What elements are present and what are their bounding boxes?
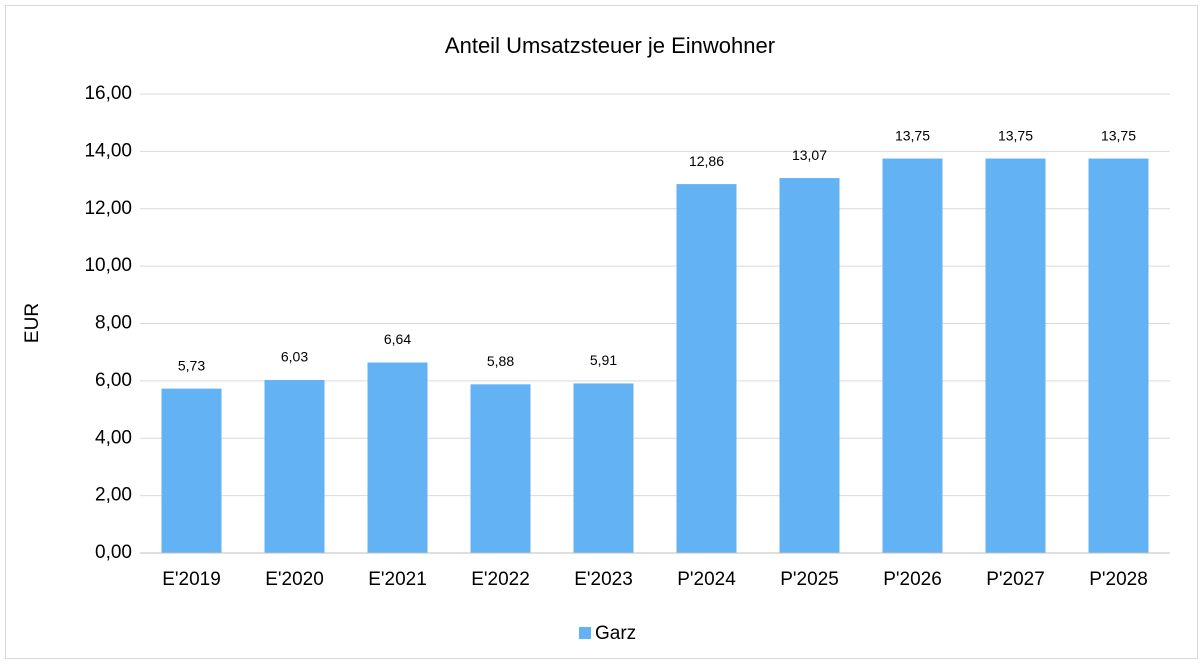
- value-label: 6,64: [384, 331, 411, 347]
- value-label: 13,75: [998, 127, 1033, 143]
- y-tick-label: 8,00: [95, 313, 132, 334]
- legend-swatch: [579, 627, 591, 639]
- y-axis-label: EUR: [22, 303, 43, 343]
- x-tick-label: P'2028: [1089, 569, 1148, 590]
- y-tick-label: 10,00: [84, 255, 132, 276]
- x-tick-label: E'2020: [265, 569, 324, 590]
- value-label: 13,75: [895, 127, 930, 143]
- bar: [676, 184, 737, 554]
- bar: [1088, 158, 1149, 553]
- bar: [985, 158, 1046, 553]
- bar: [161, 388, 222, 553]
- chart-title: Anteil Umsatzsteuer je Einwohner: [445, 33, 775, 58]
- y-tick-label: 16,00: [84, 83, 132, 104]
- bar: [264, 380, 325, 553]
- bar: [470, 384, 531, 553]
- x-tick-label: E'2022: [471, 569, 530, 590]
- y-tick-label: 2,00: [95, 485, 132, 506]
- x-tick-label: P'2025: [780, 569, 839, 590]
- y-tick-label: 4,00: [95, 427, 132, 448]
- y-tick-label: 14,00: [84, 140, 132, 161]
- bar: [367, 362, 428, 553]
- value-label: 13,07: [792, 147, 827, 163]
- value-label: 5,88: [487, 353, 514, 369]
- y-tick-label: 6,00: [95, 370, 132, 391]
- x-tick-label: E'2021: [368, 569, 427, 590]
- bar: [779, 178, 840, 553]
- y-tick-label: 0,00: [95, 542, 132, 563]
- bar: [573, 383, 634, 553]
- x-tick-label: P'2024: [677, 569, 736, 590]
- x-tick-label: P'2026: [883, 569, 942, 590]
- x-tick-label: P'2027: [986, 569, 1045, 590]
- legend-label: Garz: [595, 623, 636, 644]
- y-tick-label: 12,00: [84, 198, 132, 219]
- value-label: 5,73: [178, 357, 205, 373]
- x-tick-label: E'2023: [574, 569, 633, 590]
- bar: [882, 158, 943, 553]
- value-label: 13,75: [1101, 127, 1136, 143]
- x-tick-label: E'2019: [162, 569, 221, 590]
- value-label: 5,91: [590, 352, 617, 368]
- value-label: 6,03: [281, 349, 308, 365]
- value-label: 12,86: [689, 153, 724, 169]
